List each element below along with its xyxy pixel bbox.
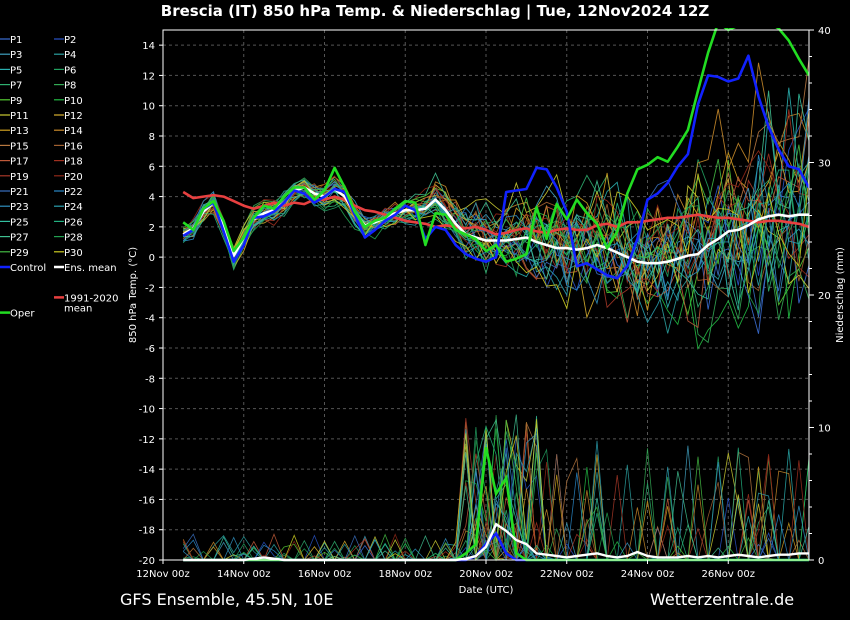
y-tick-label: 14	[142, 41, 155, 52]
legend-label: P26	[64, 217, 83, 228]
x-tick-label: 20Nov 00z	[459, 569, 512, 580]
x-tick-label: 16Nov 00z	[298, 569, 351, 580]
y-tick-label: 4	[149, 193, 155, 204]
x-tick-label: 18Nov 00z	[379, 569, 432, 580]
x-tick-label: 24Nov 00z	[621, 569, 674, 580]
y-tick-label: 12	[142, 71, 155, 82]
grid	[163, 30, 809, 560]
y-tick-label: -14	[139, 465, 155, 476]
legend-label: P25	[10, 217, 29, 228]
y-tick-label: -10	[139, 405, 155, 416]
x-tick-label: 14Nov 00z	[217, 569, 270, 580]
legend-label: P14	[64, 126, 83, 137]
legend-label: P4	[64, 50, 76, 61]
legend-label: P30	[64, 248, 83, 259]
legend-label: P2	[64, 35, 76, 46]
y2-tick-label: 20	[818, 291, 831, 302]
y2-axis-label: Niederschlag (mm)	[835, 247, 846, 343]
series-line-1991-2020-mean	[182, 190, 809, 236]
legend-label: P11	[10, 111, 29, 122]
legend-label: P27	[10, 233, 29, 244]
member-line	[182, 109, 809, 283]
chart-title: Brescia (IT) 850 hPa Temp. & Niederschla…	[161, 2, 710, 21]
main-series	[182, 28, 809, 280]
y-tick-label: 2	[149, 223, 155, 234]
legend-label: P24	[64, 202, 83, 213]
y-tick-label: -18	[139, 526, 155, 537]
legend-label: P19	[10, 172, 29, 183]
y2-tick-label: 10	[818, 424, 831, 435]
legend-label: P23	[10, 202, 29, 213]
legend-label: Ens. mean	[64, 263, 117, 274]
legend-label: mean	[64, 303, 92, 314]
legend-label: P13	[10, 126, 29, 137]
legend-label: P5	[10, 65, 22, 76]
member-line	[182, 90, 809, 296]
legend-label: P18	[64, 157, 83, 168]
legend-label: P15	[10, 141, 29, 152]
member-line	[183, 62, 809, 317]
member-line	[183, 173, 809, 310]
y-axis-label: 850 hPa Temp. (°C)	[128, 247, 139, 343]
y-tick-label: 8	[149, 132, 155, 143]
y-tick-label: -4	[145, 314, 155, 325]
legend-label: P28	[64, 233, 83, 244]
footer-model-info: GFS Ensemble, 45.5N, 10E	[120, 590, 334, 609]
legend-label: P6	[64, 65, 76, 76]
legend-label: P12	[64, 111, 83, 122]
y-tick-label: 6	[149, 162, 155, 173]
x-tick-label: 22Nov 00z	[540, 569, 593, 580]
axes: 12Nov 00z 14Nov 00z 16Nov 00z 18Nov 00z 20No…	[136, 26, 830, 580]
legend-label: Oper	[10, 309, 35, 320]
y-tick-label: -20	[139, 556, 155, 567]
x-tick-label: 26Nov 00z	[702, 569, 755, 580]
legend-label: P7	[10, 81, 22, 92]
y-tick-label: -2	[145, 283, 155, 294]
legend-label: Control	[10, 263, 46, 274]
x-tick-label: 12Nov 00z	[136, 569, 189, 580]
legend-label: P10	[64, 96, 83, 107]
y2-tick-label: 30	[818, 159, 831, 170]
legend-label: P21	[10, 187, 29, 198]
legend-label: P3	[10, 50, 22, 61]
legend-label: P29	[10, 248, 29, 259]
series-line-oper	[182, 28, 809, 264]
legend-label: P16	[64, 141, 83, 152]
footer-site-name: Wetterzentrale.de	[650, 590, 795, 609]
legend-label: P22	[64, 187, 83, 198]
y-tick-label: 0	[149, 253, 155, 264]
y-tick-label: 10	[142, 102, 155, 113]
y2-tick-label: 40	[818, 26, 831, 37]
legend-label: P8	[64, 81, 76, 92]
y-tick-label: -12	[139, 435, 155, 446]
legend-label: 1991-2020	[64, 293, 119, 304]
x-axis-label: Date (UTC)	[459, 585, 514, 596]
legend: P1 P2 P3 P4 P5 P6 P7 P8 P9 P10 P11 P12 P13 P14 P15 P16 P…	[0, 35, 119, 320]
legend-label: P9	[10, 96, 22, 107]
legend-label: P1	[10, 35, 22, 46]
member-series	[182, 58, 809, 562]
legend-label: P20	[64, 172, 83, 183]
y-tick-label: -8	[145, 374, 155, 385]
y-tick-label: -6	[145, 344, 155, 355]
y-tick-label: -16	[139, 495, 155, 506]
member-line	[182, 155, 809, 301]
y2-tick-label: 0	[818, 556, 824, 567]
series-line-control	[182, 54, 809, 280]
legend-label: P17	[10, 157, 29, 168]
